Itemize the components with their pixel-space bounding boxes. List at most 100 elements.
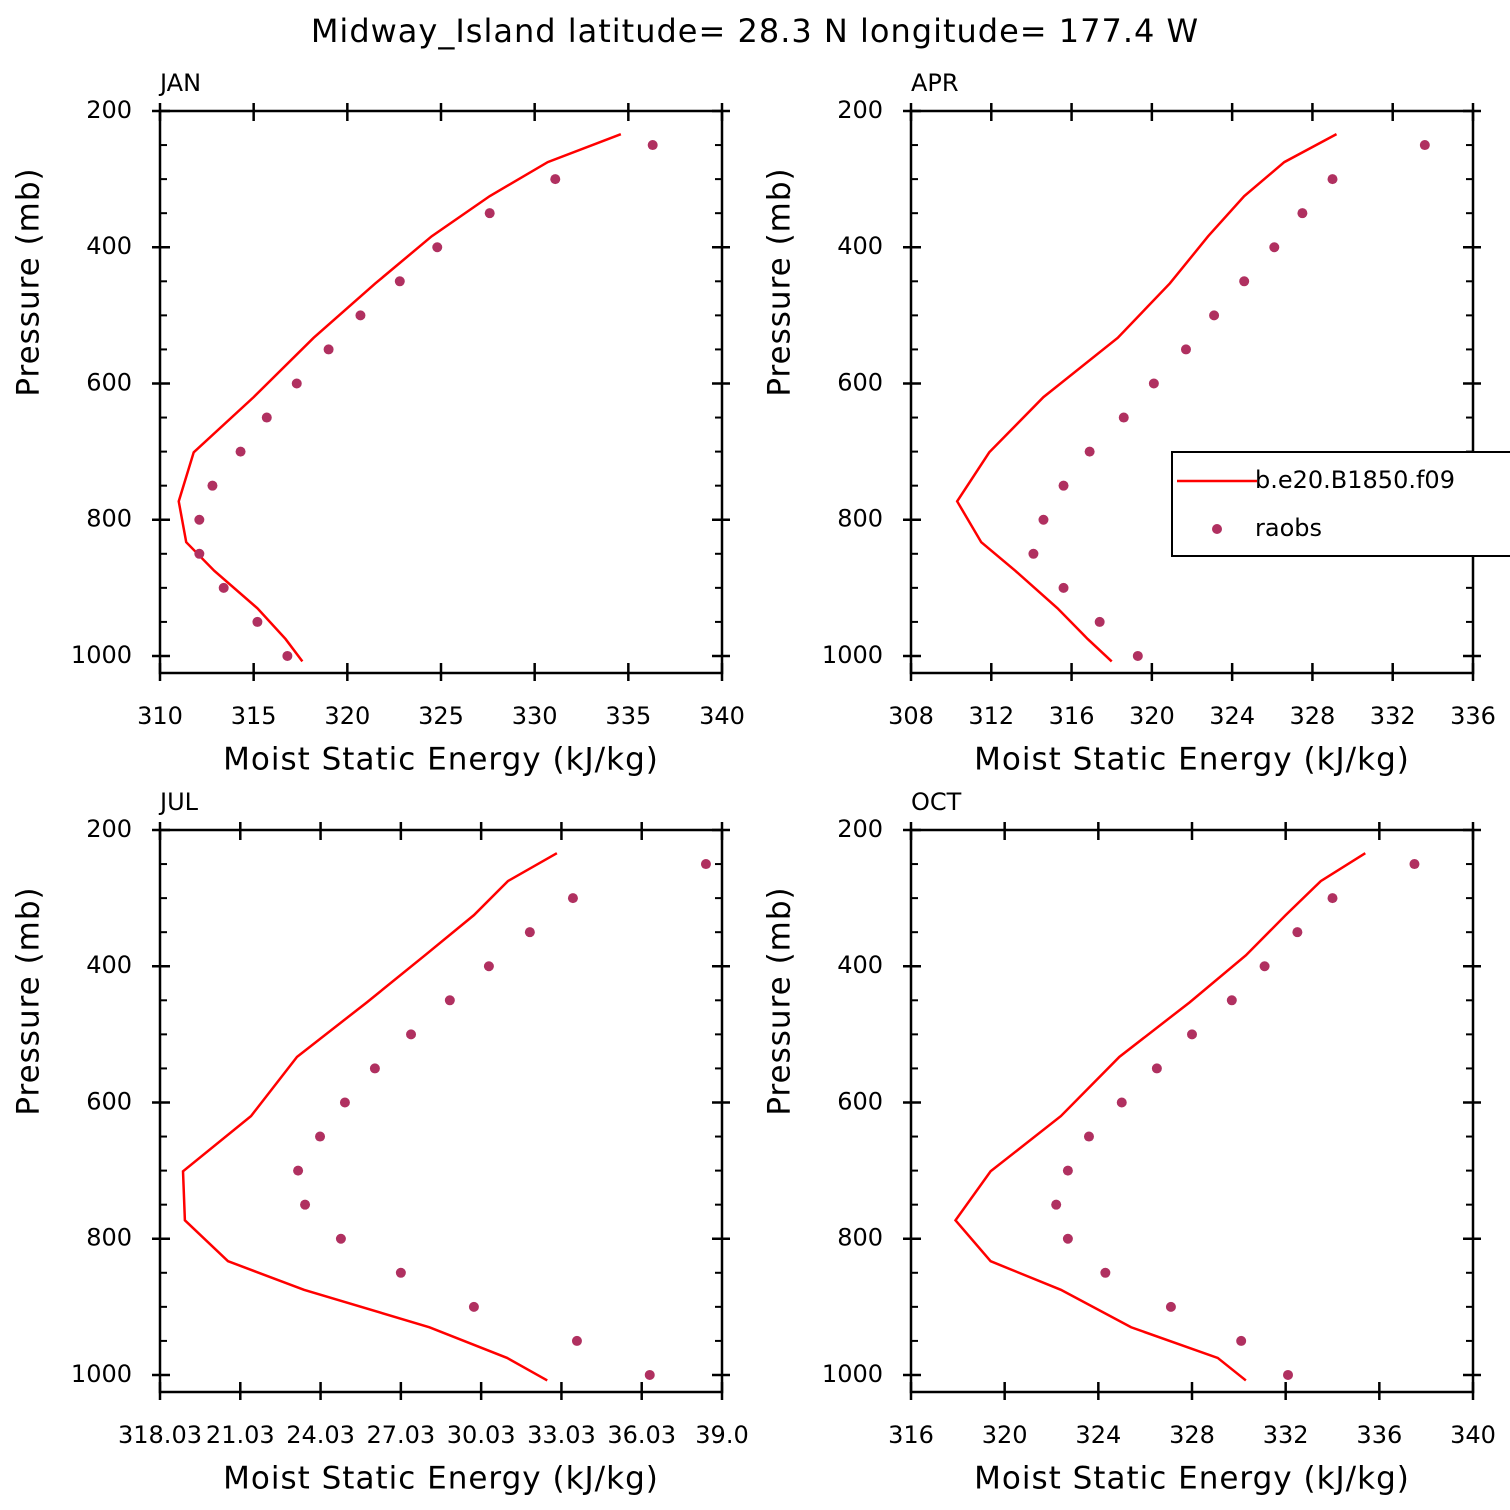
obs-point <box>339 1097 350 1108</box>
obs-point <box>571 1335 582 1346</box>
obs-point <box>355 310 366 321</box>
y-tick-label: 200 <box>837 815 883 843</box>
obs-point <box>1239 276 1250 287</box>
figure-title: Midway_Island latitude= 28.3 N longitude… <box>311 12 1199 50</box>
obs-point <box>194 548 205 559</box>
plot-frame <box>909 109 1475 675</box>
x-tick-label: 325 <box>418 702 464 730</box>
obs-point <box>1051 1199 1062 1210</box>
obs-point <box>567 893 578 904</box>
y-axis-label: Pressure (mb) <box>762 167 798 396</box>
obs-point <box>1118 412 1129 423</box>
y-tick-label: 1000 <box>822 1360 883 1388</box>
obs-point <box>1058 480 1069 491</box>
legend-box <box>1171 451 1510 557</box>
x-tick-label: 318.03 <box>118 1421 202 1449</box>
obs-point <box>1209 310 1220 321</box>
y-tick-label: 800 <box>86 1224 132 1252</box>
obs-point <box>1226 995 1237 1006</box>
y-tick-label: 800 <box>837 505 883 533</box>
obs-point <box>1292 927 1303 938</box>
x-tick-label: 315 <box>231 702 277 730</box>
obs-point <box>207 480 218 491</box>
obs-point <box>1062 1233 1073 1244</box>
obs-point <box>323 344 334 355</box>
model-line <box>955 133 1338 663</box>
obs-point <box>1327 174 1338 185</box>
y-tick-label: 200 <box>837 96 883 124</box>
obs-point <box>335 1233 346 1244</box>
model-line <box>181 852 558 1382</box>
obs-point <box>194 514 205 525</box>
y-axis-label: Pressure (mb) <box>11 167 47 396</box>
x-tick-label: 336 <box>1450 702 1496 730</box>
obs-point <box>550 174 561 185</box>
y-tick-label: 1000 <box>71 1360 132 1388</box>
obs-point <box>293 1165 304 1176</box>
x-tick-label: 39.0 <box>695 1421 748 1449</box>
y-tick-label: 200 <box>86 96 132 124</box>
panel-title: JAN <box>158 69 201 97</box>
obs-point <box>1283 1369 1294 1380</box>
obs-point <box>282 650 293 661</box>
x-tick-label: 310 <box>137 702 183 730</box>
x-tick-label: 320 <box>1129 702 1175 730</box>
obs-point <box>1148 378 1159 389</box>
obs-point <box>1094 616 1105 627</box>
obs-point <box>1083 1131 1094 1142</box>
obs-point <box>1028 548 1039 559</box>
obs-point <box>252 616 263 627</box>
obs-point <box>315 1131 326 1142</box>
obs-point <box>235 446 246 457</box>
obs-point <box>1165 1301 1176 1312</box>
obs-point <box>468 1301 479 1312</box>
obs-point <box>395 1267 406 1278</box>
x-axis-label: Moist Static Energy (kJ/kg) <box>223 742 659 778</box>
obs-point <box>1297 208 1308 219</box>
obs-point <box>484 208 495 219</box>
x-axis-label: Moist Static Energy (kJ/kg) <box>974 1461 1410 1497</box>
obs-point <box>1327 893 1338 904</box>
obs-point <box>483 961 494 972</box>
obs-point <box>291 378 302 389</box>
obs-point <box>647 140 658 151</box>
obs-point <box>444 995 455 1006</box>
x-tick-label: 33.03 <box>527 1421 596 1449</box>
y-tick-label: 800 <box>86 505 132 533</box>
x-tick-label: 316 <box>888 1421 934 1449</box>
x-tick-label: 308 <box>888 702 934 730</box>
y-tick-label: 600 <box>837 368 883 396</box>
obs-point <box>1236 1335 1247 1346</box>
obs-point <box>1116 1097 1127 1108</box>
x-tick-label: 324 <box>1075 1421 1121 1449</box>
obs-point <box>394 276 405 287</box>
obs-point <box>218 582 229 593</box>
x-tick-label: 328 <box>1290 702 1336 730</box>
obs-point <box>261 412 272 423</box>
model-line <box>953 852 1366 1382</box>
plot-frame <box>158 828 724 1394</box>
y-tick-label: 600 <box>837 1087 883 1115</box>
panel-title: APR <box>911 69 959 97</box>
obs-point <box>1038 514 1049 525</box>
x-tick-label: 320 <box>982 1421 1028 1449</box>
panel-title: JUL <box>158 788 199 816</box>
y-tick-label: 400 <box>837 951 883 979</box>
obs-point <box>1409 859 1420 870</box>
obs-point <box>432 242 443 253</box>
x-tick-label: 36.03 <box>607 1421 676 1449</box>
x-tick-label: 336 <box>1356 1421 1402 1449</box>
x-tick-label: 332 <box>1263 1421 1309 1449</box>
x-tick-label: 340 <box>699 702 745 730</box>
y-axis-label: Pressure (mb) <box>11 886 47 1115</box>
obs-point <box>1259 961 1270 972</box>
y-tick-label: 1000 <box>71 641 132 669</box>
x-axis-label: Moist Static Energy (kJ/kg) <box>223 1461 659 1497</box>
obs-point <box>700 859 711 870</box>
plot-frame <box>909 828 1475 1394</box>
obs-point <box>1132 650 1143 661</box>
obs-point <box>644 1369 655 1380</box>
obs-point <box>1269 242 1280 253</box>
obs-point <box>1180 344 1191 355</box>
panel-title: OCT <box>911 788 962 816</box>
